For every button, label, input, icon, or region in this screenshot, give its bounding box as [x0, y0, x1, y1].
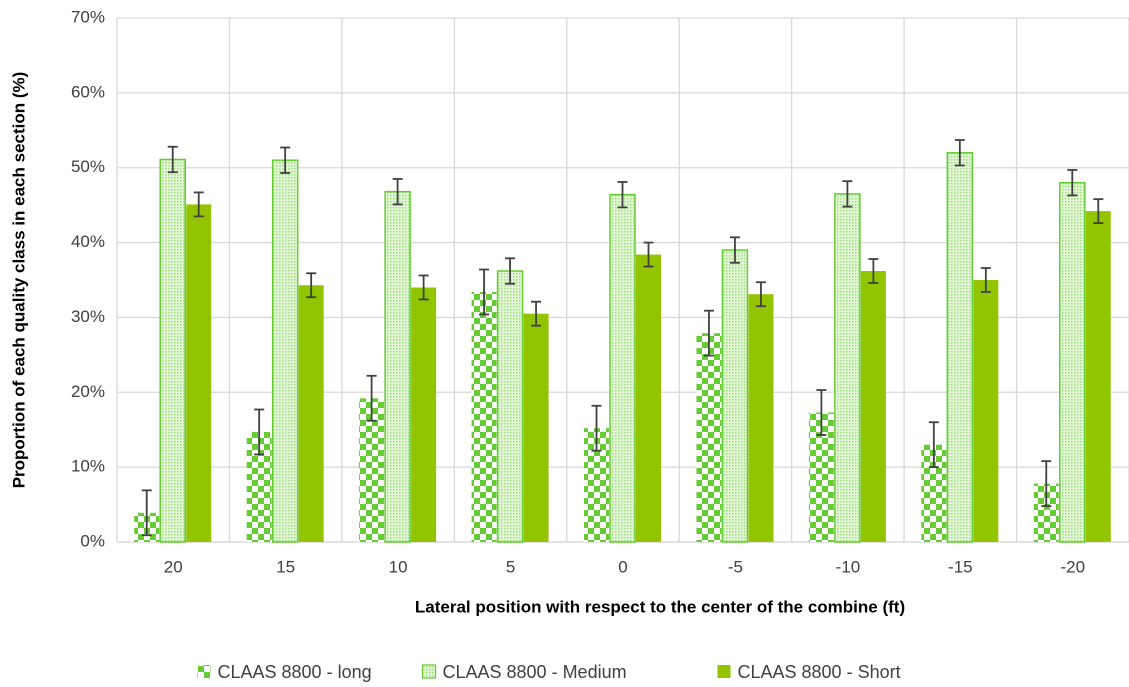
y-tick-label: 20% [71, 382, 105, 401]
legend-swatch [197, 665, 211, 678]
bar [1059, 181, 1086, 543]
bar [636, 254, 661, 542]
legend-label: CLAAS 8800 - long [218, 662, 372, 682]
bar [1085, 211, 1111, 543]
legend-swatch [421, 664, 437, 679]
error-bar [306, 272, 317, 299]
y-tick-label: 10% [71, 457, 105, 476]
error-bar [591, 404, 602, 452]
error-bar [755, 281, 766, 308]
bar [271, 159, 299, 543]
x-tick-label: -20 [1060, 557, 1085, 576]
x-tick-label: -10 [836, 557, 861, 576]
bar [523, 313, 549, 542]
error-bar [729, 236, 740, 264]
x-tick-label: 10 [389, 557, 408, 576]
bar [471, 291, 497, 542]
error-bar [1093, 198, 1104, 225]
y-tick-label: 50% [71, 157, 105, 176]
x-tick-label: -5 [728, 557, 743, 576]
y-tick-label: 70% [71, 7, 105, 26]
bar [298, 285, 324, 542]
bar [411, 287, 437, 542]
bar [496, 270, 524, 543]
bar [609, 193, 636, 543]
error-bar [1041, 460, 1052, 507]
x-tick-label: 0 [618, 557, 627, 576]
bar [748, 294, 774, 542]
bar [973, 280, 999, 542]
bar [834, 193, 861, 543]
bar [159, 158, 186, 543]
error-bar [531, 300, 542, 327]
error-bar [816, 389, 827, 436]
error-bar [418, 274, 429, 301]
x-tick-label: -15 [948, 557, 973, 576]
bar [721, 249, 749, 543]
error-bar [842, 180, 853, 208]
error-bar [1067, 169, 1078, 197]
y-axis-title: Proportion of each quality class in each… [9, 72, 28, 489]
error-bar [366, 374, 377, 422]
bar [384, 190, 411, 543]
bar [186, 204, 212, 542]
y-tick-label: 40% [71, 232, 105, 251]
error-bar [193, 191, 204, 218]
bar [359, 398, 385, 542]
bar [946, 151, 974, 543]
error-bar [392, 178, 403, 206]
x-tick-label: 20 [164, 557, 183, 576]
legend-swatch [717, 665, 731, 678]
bar [696, 333, 722, 542]
bar [860, 271, 886, 542]
error-bar [280, 146, 291, 174]
error-bar [643, 241, 654, 268]
error-bar [167, 145, 178, 174]
error-bar [703, 309, 714, 357]
error-bar [980, 267, 991, 293]
y-tick-label: 60% [71, 82, 105, 101]
error-bar [928, 421, 939, 469]
error-bar [505, 257, 516, 285]
error-bar [254, 408, 265, 456]
x-tick-label: 5 [506, 557, 515, 576]
x-axis-title: Lateral position with respect to the cen… [415, 597, 905, 616]
error-bar [617, 181, 628, 209]
y-tick-label: 30% [71, 307, 105, 326]
y-tick-label: 0% [80, 531, 105, 550]
legend-label: CLAAS 8800 - Short [738, 662, 901, 682]
error-bar [479, 268, 490, 316]
x-tick-label: 15 [276, 557, 295, 576]
legend-label: CLAAS 8800 - Medium [443, 662, 627, 682]
error-bar [954, 139, 965, 167]
error-bar [868, 258, 879, 284]
error-bar [141, 489, 152, 537]
